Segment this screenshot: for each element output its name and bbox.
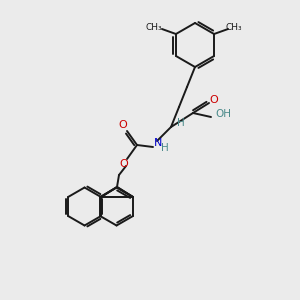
Text: H: H — [177, 118, 185, 128]
Text: O: O — [120, 159, 128, 169]
Text: N: N — [154, 138, 162, 148]
Text: O: O — [118, 120, 127, 130]
Text: OH: OH — [215, 109, 231, 119]
Text: CH₃: CH₃ — [146, 22, 162, 32]
Text: O: O — [210, 95, 218, 105]
Text: H: H — [161, 143, 169, 153]
Text: CH₃: CH₃ — [226, 22, 242, 32]
